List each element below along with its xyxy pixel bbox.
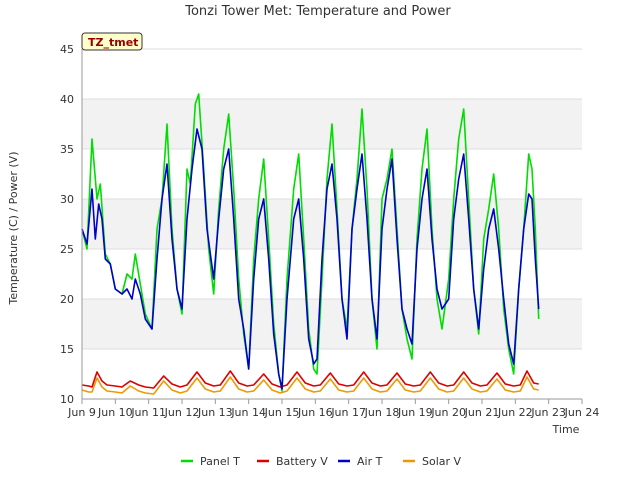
x-axis-label: Time [552,423,580,436]
x-tick-label: Jun 16 [297,406,333,419]
x-tick-label: Jun 19 [397,406,433,419]
chart-title: Tonzi Tower Met: Temperature and Power [184,4,451,19]
x-tick-label: Jun 12 [164,406,200,419]
legend-solar-v-label: Solar V [422,455,462,468]
x-tick-label: Jun 21 [464,406,500,419]
series-battery-v-line [81,370,539,389]
x-tick-label: Jun 23 [530,406,566,419]
plot-background-bands [82,49,582,399]
x-tick-label: Jun 11 [130,406,166,419]
x-tick-label: Jun 17 [330,406,366,419]
badge-box [81,32,143,51]
x-tick-label: Jun 9 [67,406,96,419]
x-tick-label: Jun 14 [230,406,266,419]
x-tick-label: Jun 18 [364,406,400,419]
legend-battery-v-label: Battery V [276,455,328,468]
band-30-35 [82,149,582,199]
x-tick-label: Jun 13 [197,406,233,419]
title-badge: TZ_tmet [81,32,143,51]
badge-label: TZ_tmet [88,36,138,49]
band-15-20 [82,299,582,349]
y-axis-label: Temperature (C) / Power (V) [7,151,20,305]
y-tick-label: 30 [60,193,74,206]
legend: Panel T Battery V Air T Solar V [181,455,462,468]
x-tick-label: Jun 24 [564,406,600,419]
x-tick-label: Jun 20 [430,406,466,419]
y-tick-label: 10 [60,393,74,406]
legend-air-t-label: Air T [357,455,383,468]
y-axis-ticks: 10 15 20 25 30 35 40 45 [60,43,74,406]
x-tick-label: Jun 10 [97,406,133,419]
y-tick-label: 25 [60,243,74,256]
series-lines [81,93,540,395]
series-air-t-line [81,128,540,390]
y-tick-label: 20 [60,293,74,306]
y-tick-label: 15 [60,343,74,356]
series-solar-v-line [81,376,539,395]
x-tick-label: Jun 15 [264,406,300,419]
y-tick-label: 35 [60,143,74,156]
legend-panel-t-label: Panel T [200,455,240,468]
y-tick-label: 40 [60,93,74,106]
band-40-45 [82,49,582,99]
x-tick-label: Jun 22 [497,406,533,419]
y-tick-label: 45 [60,43,74,56]
band-20-25 [82,249,582,299]
